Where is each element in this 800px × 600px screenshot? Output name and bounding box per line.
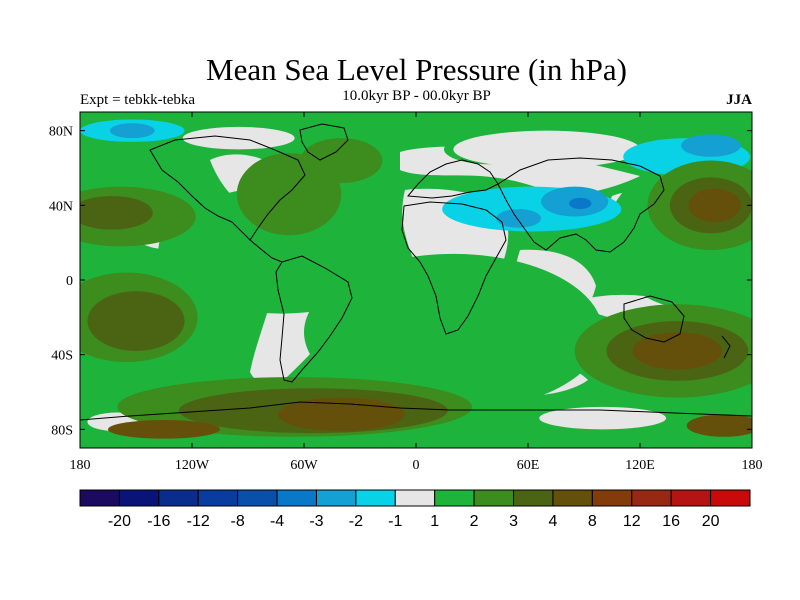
colorbar-label: -2 bbox=[349, 513, 363, 530]
colorbar-label: 16 bbox=[662, 513, 680, 530]
colorbar-label: -1 bbox=[388, 513, 402, 530]
x-axis-ticks: 180 120W 60W 0 60E 120E 180 bbox=[70, 112, 763, 473]
colorbar-swatch bbox=[276, 489, 317, 507]
y-tick-label: 80N bbox=[49, 125, 73, 140]
colorbar-label: 12 bbox=[623, 513, 641, 530]
coastline-north-america bbox=[149, 135, 306, 241]
colorbar-swatch bbox=[591, 489, 633, 507]
colorbar-label: 3 bbox=[509, 513, 518, 530]
colorbar-label: -8 bbox=[231, 513, 245, 530]
x-tick-label: 180 bbox=[742, 458, 763, 473]
pressure-region-21 bbox=[681, 134, 741, 157]
x-tick-label: 0 bbox=[413, 458, 420, 473]
y-axis-ticks: 80N 40N 0 40S 80S bbox=[49, 125, 752, 438]
y-tick-label: 40S bbox=[51, 349, 73, 364]
y-tick-label: 0 bbox=[66, 274, 73, 289]
y-tick-label: 40N bbox=[49, 199, 73, 214]
colorbar-label: -12 bbox=[187, 513, 210, 530]
colorbar-swatch bbox=[552, 489, 593, 507]
colorbar-swatch bbox=[473, 489, 515, 507]
colorbar-swatch bbox=[434, 489, 475, 507]
pressure-region-20 bbox=[496, 209, 542, 228]
coastline-australia bbox=[623, 295, 685, 343]
colorbar-label: 8 bbox=[588, 513, 597, 530]
colorbar-label: 20 bbox=[702, 513, 720, 530]
pressure-region-28 bbox=[569, 197, 592, 210]
colorbar-swatch bbox=[513, 489, 554, 507]
x-tick-label: 180 bbox=[70, 458, 91, 473]
map-area bbox=[80, 112, 752, 448]
colorbar-label: 2 bbox=[470, 513, 479, 530]
season-label: JJA bbox=[726, 92, 752, 108]
coastline-africa bbox=[401, 201, 507, 335]
period-label: 10.0kyr BP - 00.0kyr BP bbox=[342, 88, 491, 104]
colorbar-label: 4 bbox=[548, 513, 557, 530]
x-tick-label: 60W bbox=[290, 458, 318, 473]
colorbar-swatch bbox=[315, 489, 357, 507]
coastline-new-zealand bbox=[721, 335, 731, 359]
colorbar-swatch bbox=[237, 489, 278, 507]
coastline-europe bbox=[407, 159, 499, 199]
pressure-regions bbox=[80, 119, 752, 439]
colorbar-swatch bbox=[670, 489, 712, 507]
pressure-region-1 bbox=[304, 253, 603, 411]
coastlines bbox=[80, 123, 752, 421]
colorbar-label: -3 bbox=[309, 513, 323, 530]
coastline-asia bbox=[497, 157, 665, 253]
pressure-region-14 bbox=[300, 138, 383, 183]
pressure-region-25 bbox=[87, 291, 185, 351]
coastline-central-america bbox=[249, 239, 283, 263]
colorbar-swatch bbox=[118, 489, 160, 507]
colorbar-swatch bbox=[631, 489, 672, 507]
colorbar-swatch bbox=[79, 489, 120, 507]
pressure-region-33 bbox=[686, 414, 752, 437]
y-tick-label: 80S bbox=[51, 423, 73, 438]
coastline-antarctica bbox=[80, 401, 752, 421]
chart-title: Mean Sea Level Pressure (in hPa) bbox=[206, 52, 627, 87]
colorbar-swatch bbox=[710, 489, 751, 507]
colorbar-swatch bbox=[355, 489, 396, 507]
colorbar-swatch bbox=[158, 489, 199, 507]
colorbar-swatch bbox=[394, 489, 436, 507]
pressure-region-32 bbox=[108, 420, 220, 439]
x-tick-label: 120E bbox=[625, 458, 655, 473]
x-tick-label: 120W bbox=[175, 458, 210, 473]
pressure-region-23 bbox=[80, 196, 153, 230]
x-tick-label: 60E bbox=[517, 458, 540, 473]
colorbar-swatch bbox=[197, 489, 239, 507]
colorbar-label: -20 bbox=[108, 513, 131, 530]
colorbar: -20 -16 -12 -8 -4 -3 -2 -1 1 2 3 4 8 12 16 20 bbox=[79, 489, 751, 530]
pressure-region-29 bbox=[688, 188, 741, 223]
coastline-greenland bbox=[299, 123, 349, 161]
coastline-south-america bbox=[275, 255, 353, 383]
pressure-region-22 bbox=[109, 123, 155, 139]
colorbar-label: -16 bbox=[147, 513, 170, 530]
colorbar-label: -4 bbox=[270, 513, 284, 530]
pressure-region-6 bbox=[539, 406, 667, 430]
experiment-label: Expt = tebkk-tebka bbox=[80, 92, 196, 108]
pressure-region-7 bbox=[453, 130, 640, 168]
colorbar-label: 1 bbox=[430, 513, 439, 530]
pressure-region-8 bbox=[182, 126, 295, 150]
pressure-region-30 bbox=[632, 332, 723, 370]
